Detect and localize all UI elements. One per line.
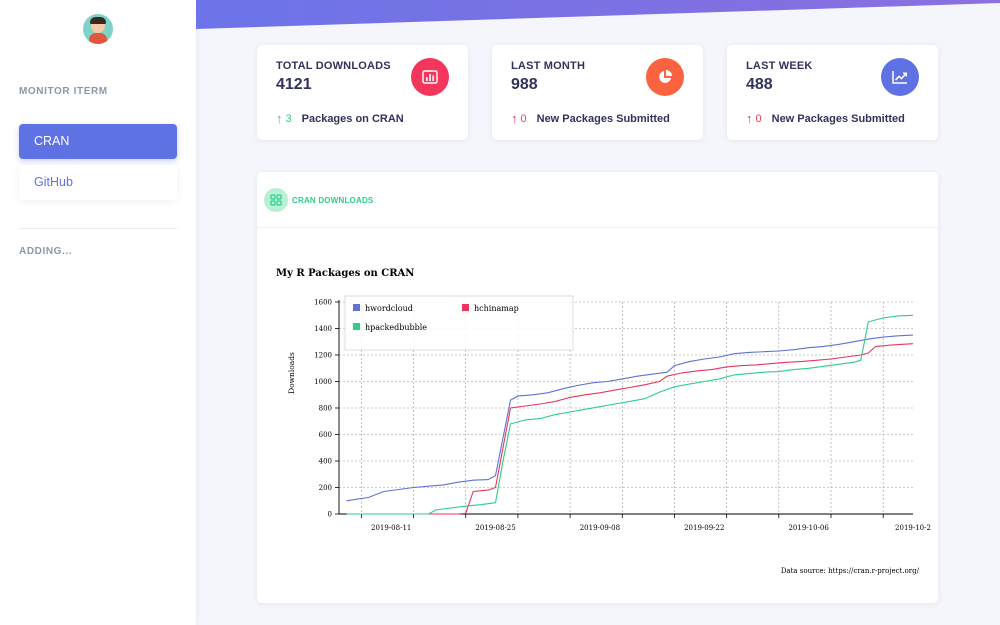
x-tick-label: 2019-10-06 [788, 524, 829, 532]
stat-description: New Packages Submitted [771, 112, 905, 125]
sidebar-item-github[interactable]: GitHub [19, 165, 177, 200]
avatar[interactable] [83, 14, 113, 44]
x-tick-label: 2019-09-22 [684, 524, 724, 532]
chart-legend: hwordcloud hchinamap hpackedbubble [344, 295, 574, 351]
legend-swatch [353, 304, 360, 311]
legend-label: hwordcloud [365, 304, 413, 313]
legend-swatch [353, 323, 360, 330]
stat-title: TOTAL DOWNLOADS [276, 60, 391, 72]
y-tick-label: 1200 [314, 352, 332, 360]
sidebar-adding-heading: ADDING... [19, 246, 73, 257]
stat-footer: ↑ 0 New Packages Submitted [746, 111, 905, 126]
stat-value: 4121 [276, 76, 312, 93]
y-tick-label: 800 [319, 405, 332, 413]
y-tick-label: 200 [319, 484, 332, 492]
y-tick-label: 1000 [314, 378, 332, 386]
legend-swatch [462, 304, 469, 311]
cran-downloads-panel: CRAN DOWNLOADS My R Packages on CRAN Dow… [257, 172, 938, 603]
stat-description: Packages on CRAN [301, 112, 404, 125]
y-tick-label: 600 [319, 431, 332, 439]
stat-value: 488 [746, 76, 773, 93]
y-tick-label: 1400 [314, 325, 332, 333]
sidebar-section-heading: MONITOR ITERM [19, 86, 108, 97]
line-chart-icon [881, 58, 919, 96]
x-tick-label: 2019-09-08 [580, 524, 620, 532]
stat-card-total-downloads: TOTAL DOWNLOADS 4121 ↑ 3 Packages on CRA… [257, 45, 468, 140]
sidebar-divider [19, 228, 177, 229]
bar-chart-icon [411, 58, 449, 96]
chart-source-note: Data source: https://cran.r-project.org/ [781, 567, 920, 575]
chart-y-axis-label: Downloads [287, 352, 296, 394]
stat-change: 0 [520, 112, 527, 125]
stat-title: LAST MONTH [511, 60, 586, 72]
panel-title: CRAN DOWNLOADS [292, 196, 374, 205]
avatar-body [89, 33, 107, 44]
pie-chart-icon [646, 58, 684, 96]
chart-grid [339, 301, 913, 515]
header-gradient-banner [196, 0, 1000, 29]
x-tick-label: 2019-08-11 [371, 524, 411, 532]
stat-card-last-week: LAST WEEK 488 ↑ 0 New Packages Submitted [727, 45, 938, 140]
grid-icon [264, 188, 288, 212]
stat-card-last-month: LAST MONTH 988 ↑ 0 New Packages Submitte… [492, 45, 703, 140]
arrow-up-icon: ↑ [276, 111, 283, 126]
arrow-up-icon: ↑ [511, 111, 518, 126]
stat-title: LAST WEEK [746, 60, 813, 72]
series-line-hchinamap [346, 343, 914, 515]
y-tick-label: 400 [319, 458, 332, 466]
sidebar: MONITOR ITERM CRAN GitHub ADDING... [0, 0, 196, 625]
arrow-up-icon: ↑ [746, 111, 753, 126]
avatar-hair [90, 17, 106, 24]
panel-header: CRAN DOWNLOADS [257, 172, 938, 228]
sidebar-item-label: GitHub [34, 175, 73, 189]
chart-series [346, 314, 914, 515]
stat-change: 0 [755, 112, 762, 125]
legend-box [344, 295, 574, 351]
y-tick-label: 0 [328, 511, 332, 519]
y-tick-label: 1600 [314, 299, 332, 307]
series-line-hwordcloud [346, 334, 914, 502]
chart-title: My R Packages on CRAN [276, 268, 414, 279]
x-tick-label: 2019-08-25 [475, 524, 515, 532]
legend-label: hchinamap [474, 304, 519, 313]
stat-footer: ↑ 3 Packages on CRAN [276, 111, 404, 126]
legend-label: hpackedbubble [365, 323, 427, 332]
stat-footer: ↑ 0 New Packages Submitted [511, 111, 670, 126]
stat-value: 988 [511, 76, 538, 93]
downloads-line-chart: My R Packages on CRAN Downloads Data sou… [276, 268, 931, 575]
stat-change: 3 [285, 112, 292, 125]
series-line-hpackedbubble [346, 314, 914, 515]
stat-description: New Packages Submitted [536, 112, 670, 125]
x-tick-label: 2019-10-2 [895, 524, 931, 532]
sidebar-item-cran[interactable]: CRAN [19, 124, 177, 159]
sidebar-item-label: CRAN [34, 134, 70, 148]
